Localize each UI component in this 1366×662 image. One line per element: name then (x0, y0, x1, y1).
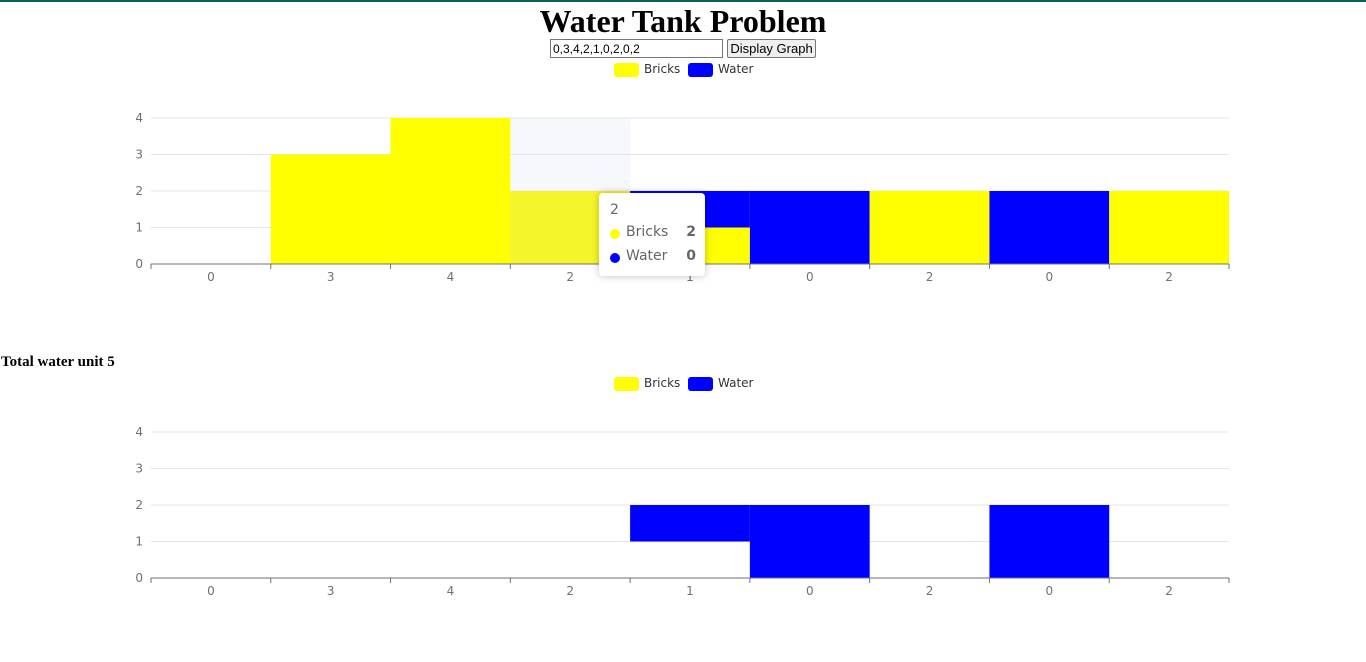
bar-water-5 (749, 505, 870, 578)
x-tick-label: 0 (207, 584, 215, 598)
heights-input[interactable] (550, 39, 723, 58)
legend-label-bricks: Bricks (644, 62, 680, 76)
tooltip-row-water: Water 0 (610, 248, 696, 268)
chart-legend: Bricks Water (614, 376, 754, 391)
bar-bricks-1 (270, 154, 391, 264)
y-tick-label: 0 (135, 257, 143, 271)
x-tick-label: 4 (447, 584, 455, 598)
legend-swatch-bricks (614, 63, 639, 77)
legend-label-water: Water (718, 62, 754, 76)
y-tick-label: 0 (135, 571, 143, 585)
top-border (0, 0, 1366, 2)
water-only-chart: Bricks Water 0 1 2 3 4 0 3 4 2 1 0 2 0 2 (135, 376, 1230, 598)
y-tick-label: 4 (135, 111, 143, 125)
x-tick-label: 0 (806, 584, 814, 598)
y-tick-label: 2 (135, 498, 143, 512)
y-tick-label: 4 (135, 425, 143, 439)
bar-water-7 (989, 505, 1110, 578)
x-tick-label: 3 (327, 584, 335, 598)
chart-legend: Bricks Water (614, 62, 754, 77)
tooltip-series-name: Water (626, 248, 668, 264)
page-title: Water Tank Problem (539, 3, 827, 39)
tooltip-row-bricks: Bricks 2 (610, 224, 696, 244)
x-tick-label: 1 (686, 270, 694, 284)
x-tick-label: 2 (566, 584, 574, 598)
bar-water-7 (989, 191, 1110, 264)
chart-tooltip: 2 Bricks 2 Water 0 (599, 193, 705, 276)
y-tick-label: 2 (135, 184, 143, 198)
tooltip-series-value: 2 (686, 224, 696, 240)
legend-swatch-water (688, 377, 713, 391)
x-tick-label: 4 (447, 270, 455, 284)
y-tick-label: 1 (135, 535, 143, 549)
bar-water-4 (630, 505, 750, 542)
legend-label-water: Water (718, 376, 754, 390)
tooltip-dot-water (610, 253, 620, 263)
legend-swatch-bricks (614, 377, 639, 391)
y-tick-label: 3 (135, 148, 143, 162)
total-water-text: Total water unit 5 (1, 354, 115, 370)
legend-swatch-water (688, 63, 713, 77)
bar-bricks-4 (630, 542, 750, 579)
x-tick-label: 2 (926, 584, 934, 598)
tooltip-dot-bricks (610, 229, 620, 239)
bar-water-5 (749, 191, 870, 264)
x-tick-label: 3 (327, 270, 335, 284)
tooltip-series-value: 0 (686, 248, 696, 264)
display-graph-button[interactable]: Display Graph (727, 39, 816, 58)
y-tick-label: 3 (135, 462, 143, 476)
x-tick-label: 1 (686, 584, 694, 598)
tooltip-title: 2 (610, 202, 619, 218)
bar-bricks-8 (1109, 191, 1229, 264)
x-tick-label: 0 (806, 270, 814, 284)
y-tick-label: 1 (135, 221, 143, 235)
legend-label-bricks: Bricks (644, 376, 680, 390)
x-tick-label: 2 (1165, 270, 1173, 284)
tooltip-series-name: Bricks (626, 224, 669, 240)
x-tick-label: 0 (1046, 584, 1054, 598)
bar-bricks-2 (390, 118, 511, 264)
x-tick-label: 0 (207, 270, 215, 284)
x-tick-label: 2 (1165, 584, 1173, 598)
bar-bricks-6 (869, 191, 990, 264)
x-tick-label: 2 (926, 270, 934, 284)
x-tick-label: 0 (1046, 270, 1054, 284)
x-tick-label: 2 (566, 270, 574, 284)
